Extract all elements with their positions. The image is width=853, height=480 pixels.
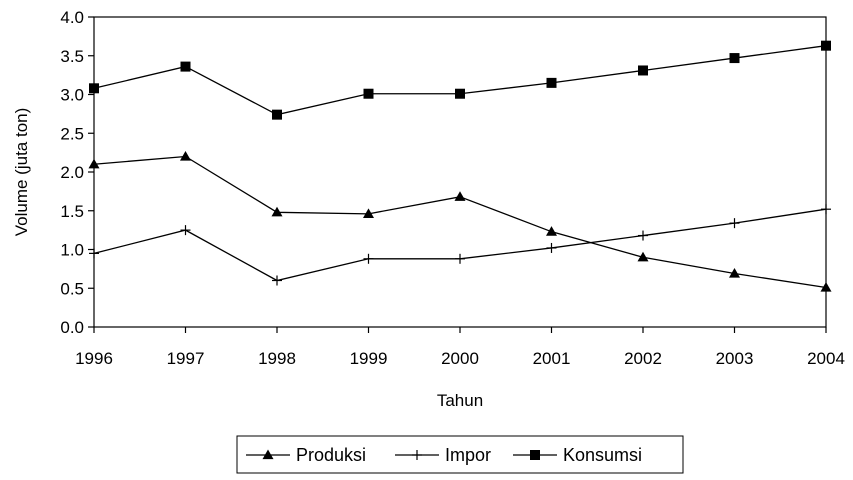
x-tick-label: 2003	[716, 349, 754, 368]
y-tick-label: 3.0	[60, 86, 84, 105]
legend-label-konsumsi: Konsumsi	[563, 445, 642, 465]
legend-box	[236, 435, 684, 474]
y-axis-title: Volume (juta ton)	[12, 108, 31, 237]
data-point-impor	[272, 275, 282, 286]
data-point-impor	[363, 253, 374, 264]
y-tick-label: 1.0	[60, 241, 84, 260]
y-tick-label: 3.5	[60, 47, 84, 66]
legend-item-impor: Impor	[395, 445, 491, 465]
x-tick-label: 2000	[441, 349, 479, 368]
x-tick-label: 1999	[350, 349, 388, 368]
data-point-konsumsi	[729, 53, 740, 64]
x-tick-label: 1996	[75, 349, 113, 368]
data-point-impor	[638, 230, 648, 241]
x-axis-ticks: 1996 1997 1998 1999 2000 2001 2002 2003 2004	[75, 327, 845, 368]
data-point-produksi	[546, 226, 557, 236]
y-tick-label: 2.5	[60, 124, 84, 143]
data-point-impor	[729, 218, 740, 229]
data-point-konsumsi	[546, 77, 557, 88]
data-point-konsumsi	[180, 61, 191, 72]
series-line-produksi	[93, 155, 827, 289]
x-tick-label: 2002	[624, 349, 662, 368]
series-layer	[88, 40, 832, 292]
x-axis-title: Tahun	[437, 391, 483, 410]
legend: Produksi Impor Konsumsi	[236, 435, 684, 474]
y-axis-ticks: 0.0 0.5 1.0 1.5 2.0 2.5 3.0 3.5 4.0	[60, 8, 94, 337]
data-point-konsumsi	[455, 88, 465, 99]
series-konsumsi	[89, 40, 831, 120]
legend-label-impor: Impor	[445, 445, 491, 465]
legend-item-produksi: Produksi	[246, 445, 366, 465]
plot-area-border	[93, 16, 827, 328]
data-point-produksi	[363, 208, 374, 218]
y-tick-label: 0.0	[60, 318, 84, 337]
data-point-konsumsi	[638, 65, 648, 76]
data-point-konsumsi	[272, 109, 282, 120]
data-point-impor	[455, 253, 465, 264]
legend-items: Produksi Impor Konsumsi	[246, 445, 642, 465]
x-tick-label: 2004	[807, 349, 845, 368]
data-point-produksi	[271, 206, 283, 217]
data-point-produksi	[180, 151, 191, 161]
data-point-impor	[546, 242, 557, 253]
series-line-konsumsi	[93, 45, 827, 116]
x-tick-label: 1998	[258, 349, 296, 368]
y-tick-label: 0.5	[60, 279, 84, 298]
x-tick-label: 1997	[167, 349, 205, 368]
legend-marker-konsumsi	[530, 450, 540, 460]
data-point-produksi	[454, 191, 466, 201]
x-tick-label: 2001	[533, 349, 571, 368]
y-tick-label: 2.0	[60, 163, 84, 182]
series-impor	[89, 204, 831, 286]
data-point-konsumsi	[363, 88, 374, 99]
legend-marker-impor	[412, 450, 422, 460]
data-point-produksi	[729, 268, 740, 278]
legend-label-produksi: Produksi	[296, 445, 366, 465]
data-point-produksi	[637, 251, 649, 262]
legend-item-konsumsi: Konsumsi	[513, 445, 642, 465]
data-point-impor	[180, 225, 191, 236]
y-tick-label: 4.0	[60, 8, 84, 27]
y-tick-label: 1.5	[60, 202, 84, 221]
legend-marker-produksi	[262, 449, 274, 460]
series-produksi	[88, 151, 832, 292]
